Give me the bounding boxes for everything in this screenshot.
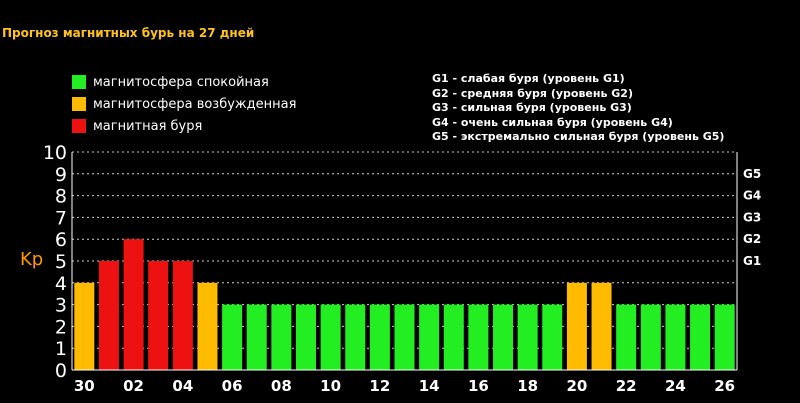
- bar: [222, 304, 243, 370]
- bar: [98, 261, 119, 370]
- y-tick-label: 2: [55, 316, 67, 338]
- bar: [345, 304, 366, 370]
- x-tick-label: 18: [517, 377, 538, 395]
- y-tick-label: 9: [55, 164, 67, 186]
- g-tick-label: G5: [743, 167, 761, 181]
- legend-label: магнитная буря: [93, 118, 203, 134]
- g-level-item: G1 - слабая буря (уровень G1): [432, 72, 625, 85]
- bar: [295, 304, 316, 370]
- x-tick-label: 26: [714, 377, 735, 395]
- bar: [123, 239, 144, 370]
- y-tick-label: 10: [43, 142, 67, 164]
- bar: [419, 304, 440, 370]
- x-tick-label: 16: [468, 377, 489, 395]
- bar: [394, 304, 415, 370]
- x-tick-label: 04: [172, 377, 193, 395]
- g-tick-label: G4: [743, 189, 761, 203]
- g-level-legend: G1 - слабая буря (уровень G1) G2 - средн…: [432, 72, 724, 145]
- g-tick-label: G3: [743, 210, 761, 224]
- bar: [320, 304, 341, 370]
- bar: [714, 304, 735, 370]
- legend-swatch: [72, 75, 86, 89]
- g-tick-label: G2: [743, 232, 761, 246]
- bar: [493, 304, 514, 370]
- g-level-item: G2 - средняя буря (уровень G2): [432, 86, 633, 100]
- legend-label: магнитосфера спокойная: [93, 74, 269, 90]
- x-tick-label: 08: [271, 377, 292, 395]
- bar: [690, 304, 711, 370]
- bar: [468, 304, 489, 370]
- g-level-item: G3 - сильная буря (уровень G3): [432, 101, 632, 114]
- bar: [271, 304, 292, 370]
- legend-swatch: [72, 97, 86, 111]
- x-tick-label: 02: [123, 377, 144, 395]
- y-tick-label: 8: [55, 186, 67, 208]
- g-tick-label: G1: [743, 254, 761, 268]
- y-tick-label: 1: [55, 338, 67, 360]
- bar: [369, 304, 390, 370]
- bar: [616, 304, 637, 370]
- x-tick-label: 30: [74, 377, 95, 395]
- bar: [517, 304, 538, 370]
- x-tick-label: 06: [222, 377, 243, 395]
- y-tick-label: 0: [55, 360, 67, 382]
- x-tick-label: 22: [616, 377, 637, 395]
- y-tick-label: 7: [55, 207, 67, 229]
- bar: [640, 304, 661, 370]
- bar: [591, 282, 612, 370]
- g-level-item: G5 - экстремально сильная буря (уровень …: [432, 130, 725, 143]
- x-tick-label: 14: [419, 377, 440, 395]
- bar: [172, 261, 193, 370]
- x-tick-label: 24: [665, 377, 686, 395]
- y-axis-label: Kp: [20, 249, 43, 270]
- x-tick-label: 20: [566, 377, 587, 395]
- legend-item-quiet: магнитосфера спокойная: [72, 74, 269, 90]
- bar: [542, 304, 563, 370]
- g-level-item: G4 - очень сильная буря (уровень G4): [432, 115, 673, 129]
- legend-item-storm: магнитная буря: [72, 118, 202, 134]
- bar: [197, 282, 218, 370]
- bar: [443, 304, 464, 370]
- bar: [246, 304, 267, 370]
- x-tick-label: 12: [369, 377, 390, 395]
- y-tick-label: 6: [55, 229, 67, 251]
- chart-title: Прогноз магнитных бурь на 27 дней: [2, 26, 255, 40]
- bar: [665, 304, 686, 370]
- y-tick-label: 5: [55, 251, 67, 273]
- legend-swatch: [72, 119, 86, 133]
- bar: [148, 261, 169, 370]
- y-tick-label: 4: [55, 273, 67, 295]
- x-tick-label: 10: [320, 377, 341, 395]
- legend-item-excited: магнитосфера возбужденная: [72, 96, 296, 112]
- bar: [566, 282, 587, 370]
- legend-label: магнитосфера возбужденная: [93, 96, 297, 112]
- y-tick-label: 3: [55, 295, 67, 317]
- bar: [74, 282, 95, 370]
